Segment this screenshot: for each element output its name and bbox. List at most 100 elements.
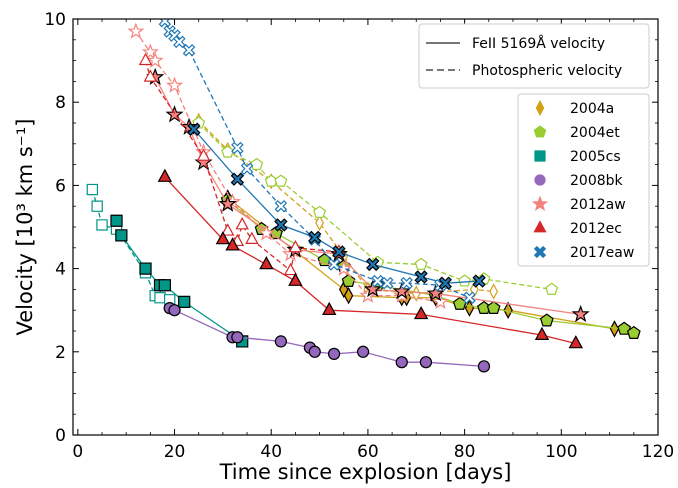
phot-point-2012ec [138,52,153,66]
phot-point-2005cs [91,200,103,212]
phot-point-2004a [315,214,324,232]
legend-marker-2008bk [534,174,546,186]
phot-point-2004et [221,145,235,158]
legend-marker-2012ec [533,220,547,233]
phot-point-2012ec [143,69,158,82]
fe-point-2012ec [534,326,550,340]
x-tick-label-60: 60 [357,442,379,462]
phot-point-2017eaw [274,199,288,213]
phot-point-2004et [313,205,326,218]
y-tick-label-2: 2 [55,343,66,363]
fe-point-2005cs [139,262,152,275]
fe-point-2004a [609,320,620,338]
fe-point-2008bk [477,360,491,373]
phot-point-2004et [274,174,288,187]
phot-point-2017eaw [371,274,384,288]
legend-marker-2017eaw [533,245,547,259]
fe-point-2017eaw [308,230,322,245]
phot-point-2005cs [86,183,99,196]
series-layer [86,19,641,373]
phot-point-2017eaw [381,276,394,290]
y-tick-label-6: 6 [55,176,66,196]
fe-point-2017eaw [187,122,201,136]
series-2017eaw [158,19,486,304]
fe-point-2008bk [231,331,244,344]
y-tick-label-0: 0 [55,426,66,446]
phot-point-2012aw [141,43,159,60]
phot-point-2005cs [154,292,166,304]
fe-point-2012ec [568,335,583,349]
fe-point-2012ec [322,301,337,316]
fe-point-2005cs [110,214,123,227]
x-tick-label-100: 100 [545,442,577,462]
phot-point-2017eaw [158,19,172,28]
legend-marker-2004et [533,125,547,138]
phot-point-2012ec [221,223,235,236]
fe-point-2008bk [419,356,433,369]
y-axis-label: Velocity [10³ km s⁻¹] [13,119,37,336]
fe-point-2012ec [259,256,274,270]
axis-ticks: 0 20 40 60 80 100 120 0 2 4 6 8 10 [44,10,674,462]
fe-point-2017eaw [274,218,288,232]
legend-label-2017eaw: 2017eaw [570,245,634,261]
legend-label-2012ec: 2012ec [570,221,622,237]
fe-point-2017eaw [438,276,452,290]
series-2012aw [127,22,590,323]
y-tick-label-10: 10 [44,10,66,30]
phot-point-2012ec [196,148,211,161]
phot-point-2012ec [283,262,298,276]
x-tick-label-20: 20 [164,442,186,462]
phot-line-2004a [198,120,494,295]
fe-point-2012aw [426,284,445,302]
fe-point-2004et [539,313,554,327]
phot-point-2017eaw [182,43,196,57]
fe-point-2004et [341,273,356,287]
legend-label-2005cs: 2005cs [570,149,621,165]
phot-point-2017eaw [231,141,244,155]
series-legend: 2004a 2004et 2005cs 2008bk 2012aw 2012ec 2017e… [517,93,650,267]
fe-point-2012ec [413,305,429,320]
phot-point-2012ec [235,217,249,230]
fe-point-2012ec [288,272,303,286]
legend-marker-2004a [535,100,545,116]
legend-label-2004a: 2004a [570,101,614,117]
phot-point-2012ec [245,231,259,244]
phot-point-2012aw [127,22,145,39]
fe-point-2012aw [363,279,382,298]
fe-point-2012aw [165,105,184,123]
phot-line-2012ec [144,60,339,272]
legend-label-2008bk: 2008bk [570,173,624,189]
fe-point-2017eaw [366,257,380,272]
phot-point-2012aw [146,51,164,68]
phot-point-2012ec [288,239,303,253]
fe-point-2004a [343,286,354,305]
fe-point-2008bk [395,356,408,369]
phot-point-2004et [545,282,559,295]
fe-point-2005cs [158,279,171,292]
fe-point-2008bk [274,335,288,348]
fe-point-2017eaw [230,172,245,186]
line-legend-box [418,23,650,89]
fe-point-2012ec [157,168,173,182]
series-2008bk [163,301,491,373]
y-tick-label-4: 4 [55,260,66,280]
phot-point-2017eaw [173,35,186,49]
x-tick-label-80: 80 [454,442,476,462]
fe-point-2012aw [571,304,590,323]
line-legend-label-0: FeII 5169Å velocity [472,35,605,52]
fe-point-2012aw [392,281,411,300]
fe-point-2012ec [225,237,240,251]
phot-point-2004et [414,257,428,270]
x-axis-label: Time since explosion [days] [219,460,512,484]
fe-point-2004et [486,300,501,314]
fe-point-2005cs [115,229,128,242]
phot-point-2004et [458,274,472,287]
x-tick-label-40: 40 [260,442,282,462]
fe-point-2012aw [218,194,237,212]
line-style-legend: FeII 5169Å velocity Photospheric velocity [418,23,650,89]
fe-point-2017eaw [472,274,486,288]
phot-point-2017eaw [400,276,413,290]
x-tick-label-120: 120 [642,442,674,462]
legend-marker-2005cs [534,150,546,162]
